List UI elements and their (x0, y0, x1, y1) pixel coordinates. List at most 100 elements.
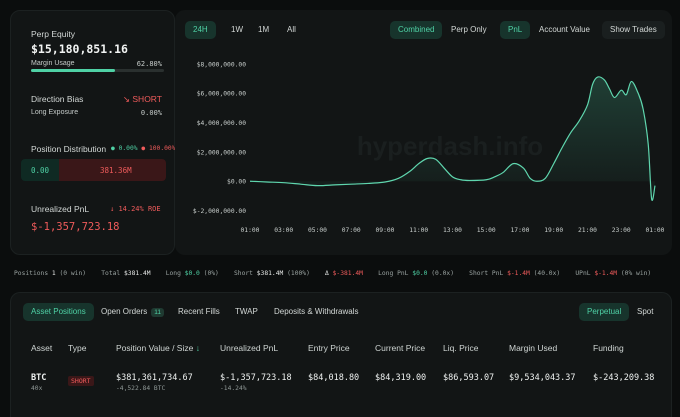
tab-asset-positions[interactable]: Asset Positions (23, 303, 94, 321)
tab-twap[interactable]: TWAP (235, 307, 258, 316)
x-tick-label: 03:00 (274, 227, 293, 234)
watermark: hyperdash.info (357, 131, 543, 161)
x-tick-label: 05:00 (308, 227, 327, 234)
arrow-down-icon: ↓ (110, 205, 115, 213)
col-entry-price[interactable]: Entry Price (308, 343, 350, 353)
long-pnl-label: Long PnL (378, 270, 409, 277)
account-summary-panel: Perp Equity $15,180,851.16 Margin Usage … (10, 10, 176, 255)
pnl-area (250, 76, 655, 201)
dist-short-pct: 100.00% (148, 145, 176, 152)
tab-perpetual[interactable]: Perpetual (579, 303, 630, 321)
unrealized-pnl-label: Unrealized PnL (31, 204, 90, 214)
col-margin-used[interactable]: Margin Used (509, 343, 558, 353)
dist-long-value: 0.00 (31, 166, 50, 175)
positions-label: Positions (14, 270, 49, 277)
y-tick-label: $0.00 (227, 179, 246, 186)
row-position-size: -4,522.84 BTC (116, 385, 166, 392)
margin-usage-label: Margin Usage (31, 60, 75, 67)
short-value: $381.4M (256, 270, 284, 277)
y-tick-label: $8,000,000.00 (197, 61, 246, 68)
x-tick-label: 09:00 (376, 227, 395, 234)
margin-usage-bar (31, 69, 164, 72)
row-liq-price: $86,593.07 (443, 373, 495, 383)
row-entry-price: $84,018.80 (308, 373, 360, 383)
long-pct: (0%) (203, 270, 219, 277)
row-asset: BTC (31, 373, 47, 383)
combined-button[interactable]: Combined (390, 21, 443, 39)
direction-bias-label: Direction Bias (31, 94, 84, 104)
delta-label: Δ (325, 270, 329, 277)
x-tick-label: 19:00 (544, 227, 563, 234)
row-funding: $-243,209.38 (593, 373, 655, 383)
y-tick-label: $4,000,000.00 (197, 120, 246, 127)
unrealized-pnl-value: $-1,357,723.18 (31, 221, 120, 233)
col-asset[interactable]: Asset (31, 343, 53, 353)
long-pnl-pct: (0.0x) (431, 270, 454, 277)
roe-value: 14.24% ROE (118, 205, 161, 213)
positions-summary-bar: Positions 1 (0 win) Total $381.4M Long $… (14, 270, 674, 282)
tab-deposits-withdrawals[interactable]: Deposits & Withdrawals (274, 307, 359, 316)
dist-long-pct: 0.00% (118, 145, 138, 152)
pnl-button[interactable]: PnL (500, 21, 531, 39)
show-trades-button[interactable]: Show Trades (602, 21, 665, 39)
range-all-button[interactable]: All (287, 25, 296, 34)
tab-spot[interactable]: Spot (637, 307, 654, 316)
perp-equity-value: $15,180,851.16 (31, 42, 128, 56)
delta-value: $-381.4M (332, 270, 363, 277)
short-pct: (100%) (287, 270, 310, 277)
col-funding[interactable]: Funding (593, 343, 624, 353)
x-tick-label: 01:00 (241, 227, 260, 234)
short-pnl-pct: (40.0x) (533, 270, 561, 277)
long-value: $0.0 (184, 270, 200, 277)
pnl-line (249, 76, 656, 201)
short-dot-icon: ● (141, 145, 146, 152)
y-tick-label: $2,000,000.00 (197, 149, 246, 156)
tab-open-orders-label: Open Orders (101, 307, 148, 316)
dist-short-value: 381.36M (100, 166, 132, 175)
row-position-value: $381,361,734.67 (116, 373, 193, 383)
perp-equity-label: Perp Equity (31, 29, 75, 39)
upnl-label: UPnL (575, 270, 591, 277)
row-margin-used: $9,534,043.37 (509, 373, 576, 383)
col-liq-price[interactable]: Liq. Price (443, 343, 479, 353)
position-distribution-label: Position Distribution (31, 144, 107, 154)
col-position-value-label: Position Value / Size (116, 343, 194, 353)
x-tick-label: 23:00 (612, 227, 631, 234)
x-tick-label: 15:00 (477, 227, 496, 234)
row-leverage: 40x (31, 385, 43, 392)
account-value-button[interactable]: Account Value (539, 25, 590, 34)
positions-win: (0 win) (59, 270, 87, 277)
long-label: Long (165, 270, 181, 277)
range-1w-button[interactable]: 1W (231, 25, 243, 34)
long-pnl-value: $0.0 (412, 270, 428, 277)
long-exposure-value: 0.00% (140, 109, 162, 117)
distribution-bar: 0.00 381.36M (21, 159, 166, 181)
perp-only-button[interactable]: Perp Only (451, 25, 487, 34)
pnl-chart[interactable]: hyperdash.info $8,000,000.00 $6,000,000.0… (175, 10, 672, 255)
margin-usage-fill (31, 69, 115, 72)
range-1m-button[interactable]: 1M (258, 25, 270, 34)
row-unrealized-pnl: $-1,357,723.18 (220, 373, 292, 383)
tab-open-orders[interactable]: Open Orders 11 (93, 303, 172, 321)
short-pnl-label: Short PnL (469, 270, 504, 277)
x-tick-label: 11:00 (409, 227, 428, 234)
row-unrealized-pnl-pct: -14.24% (220, 385, 247, 392)
x-tick-label: 01:00 (646, 227, 665, 234)
short-pnl-value: $-1.4M (507, 270, 530, 277)
col-unrealized-pnl[interactable]: Unrealized PnL (220, 343, 279, 353)
range-24h-button[interactable]: 24H (185, 21, 216, 39)
y-tick-label: $6,000,000.00 (197, 91, 246, 98)
x-tick-label: 07:00 (342, 227, 361, 234)
x-tick-label: 21:00 (578, 227, 597, 234)
x-tick-label: 17:00 (511, 227, 530, 234)
col-position-value[interactable]: Position Value / Size ↓ (116, 343, 200, 353)
total-value: $381.4M (124, 270, 151, 277)
col-current-price[interactable]: Current Price (375, 343, 426, 353)
positions-table-panel: Asset Positions Open Orders 11 Recent Fil… (10, 292, 672, 417)
row-type-badge: SHORT (68, 376, 94, 386)
sort-down-icon[interactable]: ↓ (195, 343, 200, 353)
col-type[interactable]: Type (68, 343, 87, 353)
tab-recent-fills[interactable]: Recent Fills (178, 307, 220, 316)
positions-value: 1 (51, 270, 56, 277)
margin-usage-value: 62.80% (136, 60, 162, 68)
